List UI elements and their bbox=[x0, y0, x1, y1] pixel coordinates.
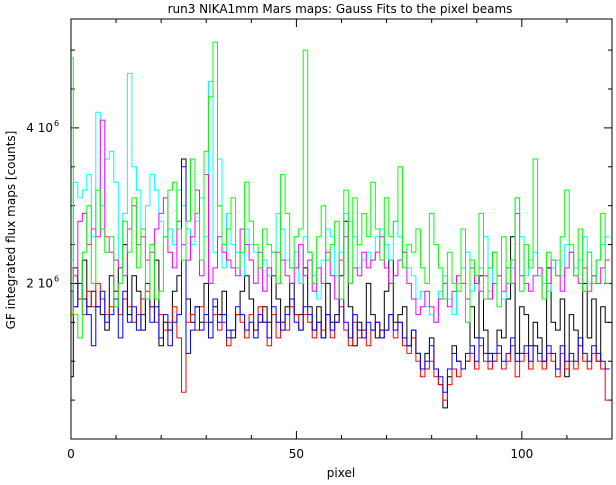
y-axis-label: GF integrated flux maps [counts] bbox=[4, 131, 18, 330]
x-tick-label: 0 bbox=[67, 447, 75, 461]
axis-ticks bbox=[70, 19, 613, 439]
data-series bbox=[71, 41, 610, 409]
y-tick-exponent: 6 bbox=[54, 274, 59, 283]
x-axis-label: pixel bbox=[327, 466, 355, 480]
series-line-5 bbox=[71, 166, 610, 393]
plot-frame bbox=[70, 18, 613, 440]
y-tick-exponent: 6 bbox=[54, 119, 59, 128]
x-tick-label: 50 bbox=[289, 447, 304, 461]
y-tick-label: 2 10 bbox=[26, 276, 53, 290]
x-tick-label: 100 bbox=[510, 447, 533, 461]
series-line-6 bbox=[71, 41, 610, 339]
chart-title: run3 NIKA1mm Mars maps: Gauss Fits to th… bbox=[168, 2, 513, 16]
series-line-3 bbox=[71, 119, 610, 323]
y-tick-label: 4 10 bbox=[26, 121, 53, 135]
